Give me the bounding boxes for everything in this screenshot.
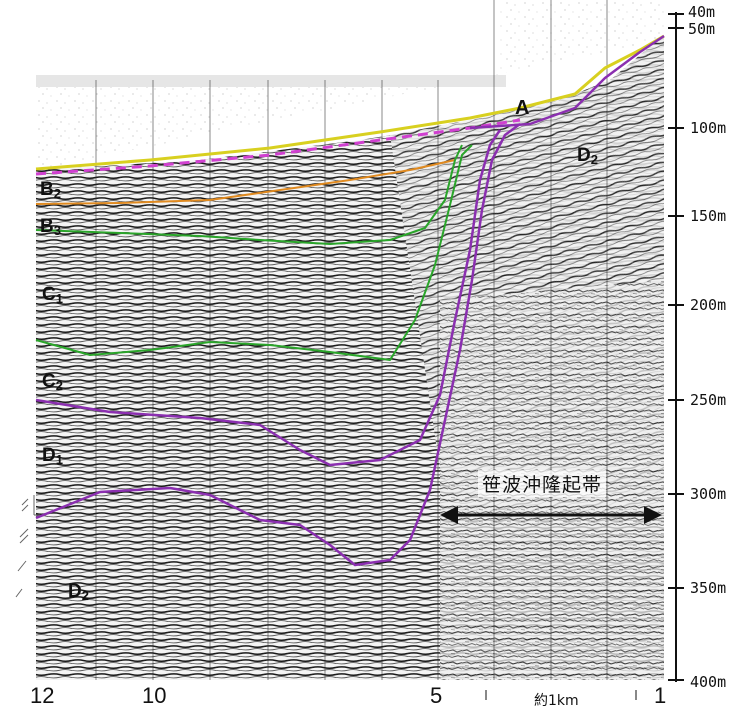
depth-label-100m: 100m xyxy=(690,121,726,136)
depth-label-150m: 150m xyxy=(690,209,726,224)
depth-label-200m: 200m xyxy=(690,298,726,313)
station-label-12: 12 xyxy=(30,685,54,707)
edge-stamp-decoration xyxy=(0,485,40,615)
depth-label-50m: 50m xyxy=(688,22,715,37)
layer-label-c2: C2 xyxy=(42,372,63,391)
layer-label-a: A xyxy=(515,98,529,118)
depth-label-350m: 350m xyxy=(690,581,726,596)
layer-label-b2: B2 xyxy=(40,180,61,199)
depth-axis xyxy=(668,12,684,682)
depth-label-400m: 400m xyxy=(690,675,726,690)
station-label-10: 10 xyxy=(142,685,166,707)
layer-label-d2-right: D2 xyxy=(577,146,598,165)
depth-label-300m: 300m xyxy=(690,487,726,502)
layer-label-b3: B3 xyxy=(40,217,61,236)
uplift-zone-label: 笹波沖隆起帯 xyxy=(478,470,606,497)
depth-label-40m: 40m xyxy=(688,5,715,20)
depth-label-250m: 250m xyxy=(690,393,726,408)
station-label-5: 5 xyxy=(430,685,442,707)
layer-label-d2-left: D2 xyxy=(68,582,89,601)
station-label-1: 1 xyxy=(654,685,666,707)
scale-bar-label: 約1km xyxy=(534,690,579,710)
layer-label-c1: C1 xyxy=(42,285,63,304)
layer-label-d1: D1 xyxy=(42,446,63,465)
